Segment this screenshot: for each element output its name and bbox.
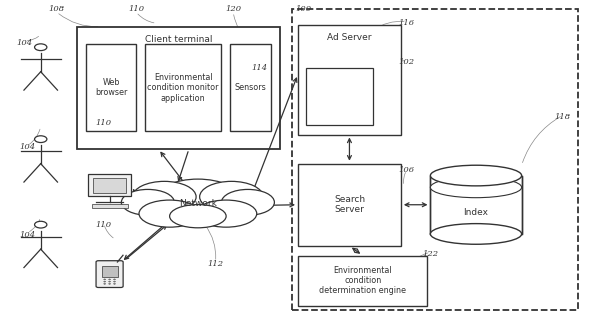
FancyBboxPatch shape [145,44,221,131]
FancyBboxPatch shape [292,9,578,310]
Text: 110: 110 [96,221,112,229]
Ellipse shape [195,200,257,227]
Ellipse shape [170,204,226,228]
Text: 100: 100 [296,5,312,13]
Bar [430,176,522,234]
Text: Client terminal: Client terminal [145,35,212,43]
Text: 102: 102 [399,58,415,66]
Text: 122: 122 [422,250,438,258]
Text: 116: 116 [399,19,415,27]
FancyBboxPatch shape [230,44,271,131]
Text: 106: 106 [399,166,415,174]
Text: 114: 114 [251,64,268,73]
Circle shape [35,221,47,228]
Text: Environmental
condition monitor
application: Environmental condition monitor applicat… [148,73,219,103]
Ellipse shape [122,190,174,215]
Text: Search
Server: Search Server [334,195,365,214]
Circle shape [104,281,106,282]
Circle shape [114,281,116,282]
Circle shape [114,283,116,284]
Text: 104: 104 [19,231,35,238]
Ellipse shape [430,177,522,198]
Text: 108: 108 [48,5,65,13]
Circle shape [109,279,110,280]
FancyBboxPatch shape [93,178,126,193]
Text: Network: Network [179,200,217,208]
Text: 104: 104 [16,39,32,47]
Ellipse shape [430,224,522,244]
Circle shape [104,279,106,280]
FancyBboxPatch shape [298,25,401,134]
Ellipse shape [156,179,240,219]
Text: 104: 104 [19,144,35,152]
FancyBboxPatch shape [298,164,401,246]
FancyBboxPatch shape [298,256,427,306]
Circle shape [35,136,47,143]
Text: 118: 118 [555,113,571,121]
FancyBboxPatch shape [96,261,123,287]
Circle shape [109,281,110,282]
Circle shape [35,44,47,51]
FancyBboxPatch shape [306,68,373,125]
Ellipse shape [430,165,522,186]
Ellipse shape [139,200,200,227]
Text: Sensors: Sensors [235,83,267,92]
Ellipse shape [221,190,274,215]
Circle shape [114,279,116,280]
FancyBboxPatch shape [91,203,127,208]
Text: 110: 110 [128,5,144,13]
Text: 110: 110 [96,119,112,127]
Ellipse shape [199,181,263,212]
Ellipse shape [133,181,196,212]
FancyBboxPatch shape [101,266,117,277]
Text: Web
browser: Web browser [95,78,127,98]
Text: Ad Server: Ad Server [327,33,372,42]
Circle shape [109,283,110,284]
Text: 120: 120 [225,5,241,13]
Text: 112: 112 [208,260,224,268]
FancyBboxPatch shape [86,44,136,131]
Circle shape [104,283,106,284]
Text: Environmental
condition
determination engine: Environmental condition determination en… [319,266,406,295]
FancyBboxPatch shape [88,174,131,196]
Text: Index: Index [464,208,489,217]
FancyBboxPatch shape [77,27,280,149]
